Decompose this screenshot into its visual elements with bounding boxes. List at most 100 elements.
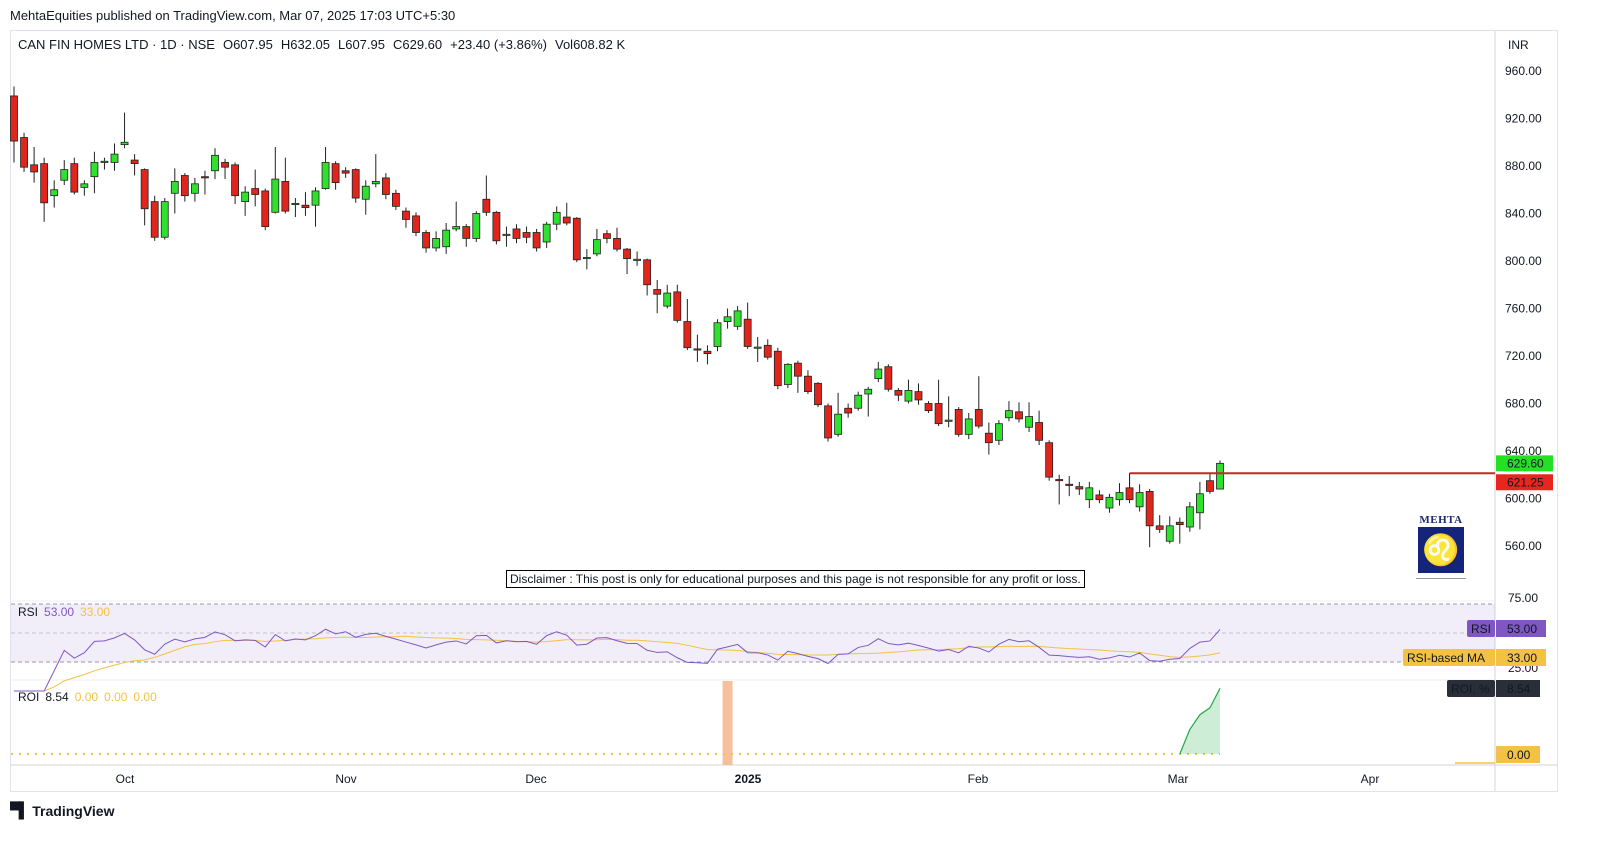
candle-up[interactable] [361, 185, 370, 200]
candle-up[interactable] [241, 191, 250, 203]
candle-down[interactable] [70, 163, 79, 193]
candle-up[interactable] [964, 418, 973, 435]
candle-down[interactable] [613, 238, 621, 250]
candle-down[interactable] [381, 177, 390, 195]
candle-down[interactable] [462, 226, 471, 239]
candle-up[interactable] [371, 181, 380, 185]
candle-down[interactable] [623, 248, 631, 260]
candle-down[interactable] [743, 318, 752, 347]
candle-down[interactable] [974, 409, 983, 427]
candle-down[interactable] [1015, 411, 1023, 420]
candle-up[interactable] [834, 413, 842, 435]
candle-up[interactable] [1185, 506, 1194, 528]
candle-down[interactable] [804, 375, 812, 393]
candle-down[interactable] [140, 169, 149, 210]
candle-up[interactable] [1025, 416, 1033, 428]
candle-down[interactable] [1206, 480, 1214, 492]
candle-down[interactable] [251, 188, 260, 195]
candle-up[interactable] [593, 239, 601, 255]
candle-up[interactable] [1085, 487, 1094, 501]
candle-up[interactable] [60, 169, 69, 181]
candle-down[interactable] [482, 198, 491, 213]
candle-down[interactable] [391, 192, 400, 207]
candle-up[interactable] [733, 310, 742, 327]
candle-up[interactable] [170, 181, 179, 194]
candle-down[interactable] [180, 175, 189, 197]
candle-down[interactable] [10, 95, 18, 142]
candle-down[interactable] [984, 432, 993, 444]
candle-down[interactable] [603, 233, 611, 239]
candle-down[interactable] [894, 390, 903, 396]
candle-up[interactable] [1135, 492, 1144, 508]
candle-up[interactable] [854, 394, 863, 409]
rsi-legend[interactable]: RSI 53.00 33.00 [18, 605, 110, 619]
candle-up[interactable] [1196, 493, 1204, 514]
candle-down[interactable] [844, 407, 853, 414]
candle-up[interactable] [542, 223, 551, 243]
candle-up[interactable] [723, 316, 732, 322]
candle-down[interactable] [532, 232, 541, 249]
candle-down[interactable] [1125, 487, 1134, 501]
candle-down[interactable] [1145, 490, 1154, 527]
candle-down[interactable] [824, 405, 832, 439]
candle-down[interactable] [763, 344, 772, 358]
candle-up[interactable] [1115, 492, 1124, 501]
candle-up[interactable] [1005, 410, 1013, 419]
candle-up[interactable] [713, 322, 722, 347]
candle-down[interactable] [231, 164, 240, 197]
candle-up[interactable] [80, 183, 89, 188]
candle-down[interactable] [693, 348, 702, 351]
candle-up[interactable] [90, 162, 99, 178]
candle-down[interactable] [643, 259, 652, 286]
candle-up[interactable] [120, 141, 129, 146]
candle-up[interactable] [1105, 496, 1114, 509]
candle-up[interactable] [904, 390, 913, 402]
candle-up[interactable] [1216, 462, 1224, 490]
candle-down[interactable] [924, 403, 933, 412]
candle-down[interactable] [914, 391, 923, 401]
candle-down[interactable] [341, 170, 350, 174]
candle-down[interactable] [562, 216, 571, 224]
candle-up[interactable] [783, 363, 792, 385]
candle-down[interactable] [402, 210, 410, 220]
candle-up[interactable] [582, 257, 591, 260]
candle-down[interactable] [572, 217, 581, 261]
candle-down[interactable] [884, 366, 893, 390]
candle-down[interactable] [703, 350, 712, 355]
candle-down[interactable] [40, 163, 49, 204]
candle-up[interactable] [321, 162, 330, 189]
candle-up[interactable] [291, 203, 300, 206]
candle-down[interactable] [221, 162, 229, 168]
candle-down[interactable] [1095, 494, 1104, 501]
candle-down[interactable] [954, 409, 963, 435]
candle-down[interactable] [814, 382, 822, 406]
candle-up[interactable] [271, 178, 280, 213]
candle-up[interactable] [50, 189, 59, 197]
candle-down[interactable] [20, 137, 28, 168]
candle-down[interactable] [30, 164, 39, 173]
candle-down[interactable] [1155, 525, 1164, 530]
candle-down[interactable] [150, 201, 159, 238]
candle-down[interactable] [1175, 521, 1184, 526]
candle-down[interactable] [130, 159, 139, 165]
candle-down[interactable] [673, 291, 682, 321]
symbol-name[interactable]: CAN FIN HOMES LTD · 1D · NSE [18, 37, 215, 52]
candle-down[interactable] [1035, 422, 1043, 441]
candle-down[interactable] [1045, 442, 1054, 478]
candle-down[interactable] [351, 169, 360, 199]
candle-down[interactable] [1055, 479, 1064, 482]
candle-up[interactable] [552, 211, 561, 225]
candle-down[interactable] [653, 289, 662, 295]
candle-up[interactable] [502, 233, 511, 236]
candle-down[interactable] [301, 204, 310, 208]
candle-down[interactable] [261, 190, 270, 227]
candle-down[interactable] [1075, 486, 1084, 490]
candle-up[interactable] [633, 258, 641, 261]
candle-up[interactable] [190, 183, 199, 194]
candle-up[interactable] [995, 423, 1003, 441]
candle-up[interactable] [944, 419, 953, 422]
candle-up[interactable] [160, 201, 169, 238]
candle-down[interactable] [522, 232, 531, 238]
candle-up[interactable] [472, 213, 481, 239]
